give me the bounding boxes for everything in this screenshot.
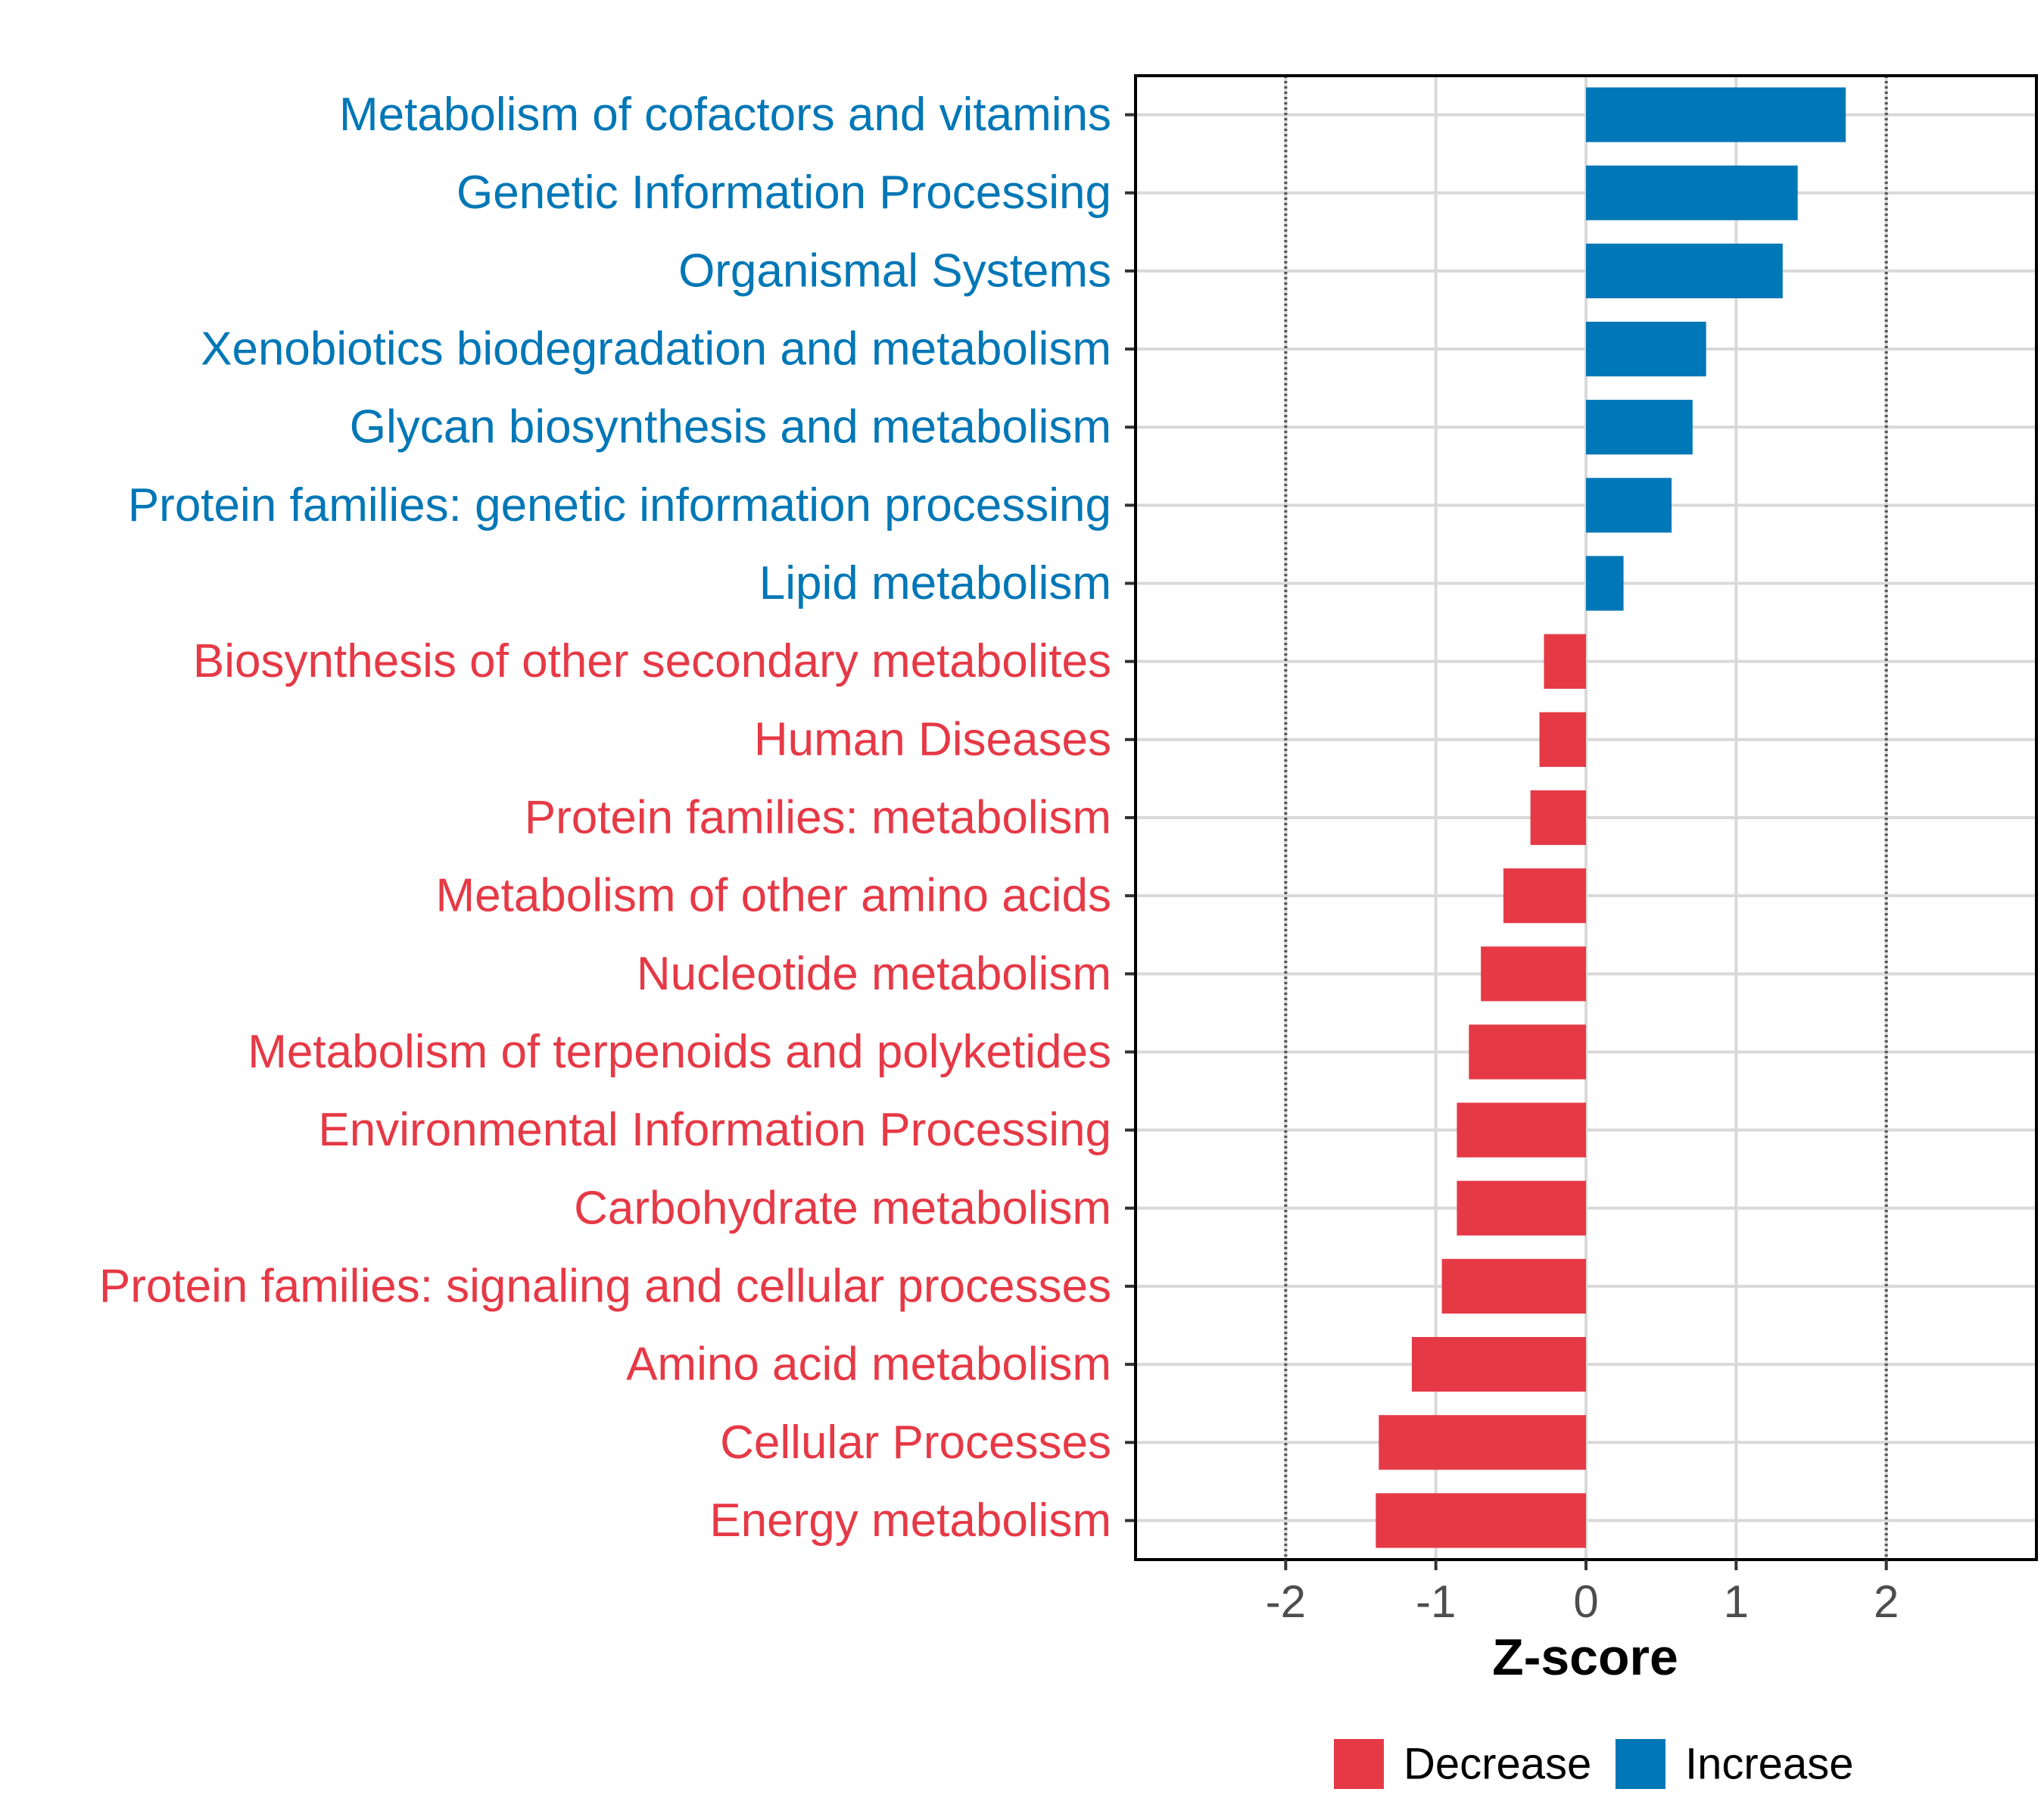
- legend-label: Increase: [1685, 1740, 1853, 1789]
- x-axis: -2 -1 0 1 2: [1125, 74, 2038, 1627]
- category-label: Genetic Information Processing: [456, 167, 1111, 219]
- bar: [1379, 1415, 1586, 1470]
- category-label: Energy metabolism: [709, 1494, 1111, 1547]
- bar: [1539, 712, 1586, 767]
- category-label: Metabolism of cofactors and vitamins: [339, 89, 1111, 141]
- bar: [1530, 790, 1586, 846]
- bar: [1586, 87, 1846, 142]
- category-label: Organismal Systems: [678, 245, 1111, 297]
- legend-swatch: [1616, 1739, 1665, 1789]
- bar: [1503, 868, 1586, 924]
- bar: [1586, 400, 1693, 455]
- bar: [1586, 478, 1672, 533]
- x-tick-label: 0: [1573, 1576, 1598, 1627]
- legend: Decrease Increase: [1334, 1739, 1853, 1789]
- category-label: Cellular Processes: [720, 1417, 1111, 1469]
- bar: [1586, 556, 1624, 611]
- category-label: Metabolism of terpenoids and polyketides: [248, 1026, 1111, 1078]
- x-tick-label: 2: [1874, 1576, 1899, 1627]
- category-label: Nucleotide metabolism: [637, 948, 1111, 1000]
- legend-label: Decrease: [1404, 1740, 1591, 1789]
- x-tick-label: -2: [1266, 1576, 1306, 1627]
- category-label: Protein families: metabolism: [525, 792, 1111, 844]
- bar: [1457, 1180, 1586, 1236]
- category-label: Glycan biosynthesis and metabolism: [350, 401, 1111, 453]
- x-tick-label: 1: [1724, 1576, 1749, 1627]
- bar: [1411, 1337, 1586, 1392]
- bar: [1586, 165, 1798, 220]
- bars-layer: [1376, 87, 1846, 1548]
- bar: [1586, 243, 1783, 298]
- category-label: Carbohydrate metabolism: [574, 1182, 1111, 1234]
- category-label: Environmental Information Processing: [318, 1104, 1111, 1156]
- bar: [1469, 1024, 1586, 1080]
- bar: [1544, 634, 1586, 689]
- bar: [1376, 1493, 1586, 1548]
- category-label: Biosynthesis of other secondary metaboli…: [193, 635, 1111, 687]
- bar: [1481, 946, 1586, 1002]
- category-label: Protein families: signaling and cellular…: [99, 1260, 1111, 1312]
- x-tick-label: -1: [1416, 1576, 1456, 1627]
- x-axis-title: Z-score: [1492, 1628, 1678, 1686]
- category-label: Lipid metabolism: [759, 557, 1111, 609]
- category-label: Amino acid metabolism: [626, 1339, 1111, 1391]
- legend-swatch: [1334, 1739, 1384, 1789]
- category-label: Xenobiotics biodegradation and metabolis…: [201, 323, 1111, 376]
- bar: [1457, 1102, 1586, 1158]
- category-labels: Metabolism of cofactors and vitamins Gene…: [99, 89, 1111, 1547]
- category-label: Metabolism of other amino acids: [435, 870, 1111, 922]
- bar: [1586, 321, 1706, 377]
- category-label: Protein families: genetic information pr…: [128, 479, 1111, 531]
- bar: [1441, 1258, 1586, 1314]
- category-label: Human Diseases: [754, 713, 1111, 765]
